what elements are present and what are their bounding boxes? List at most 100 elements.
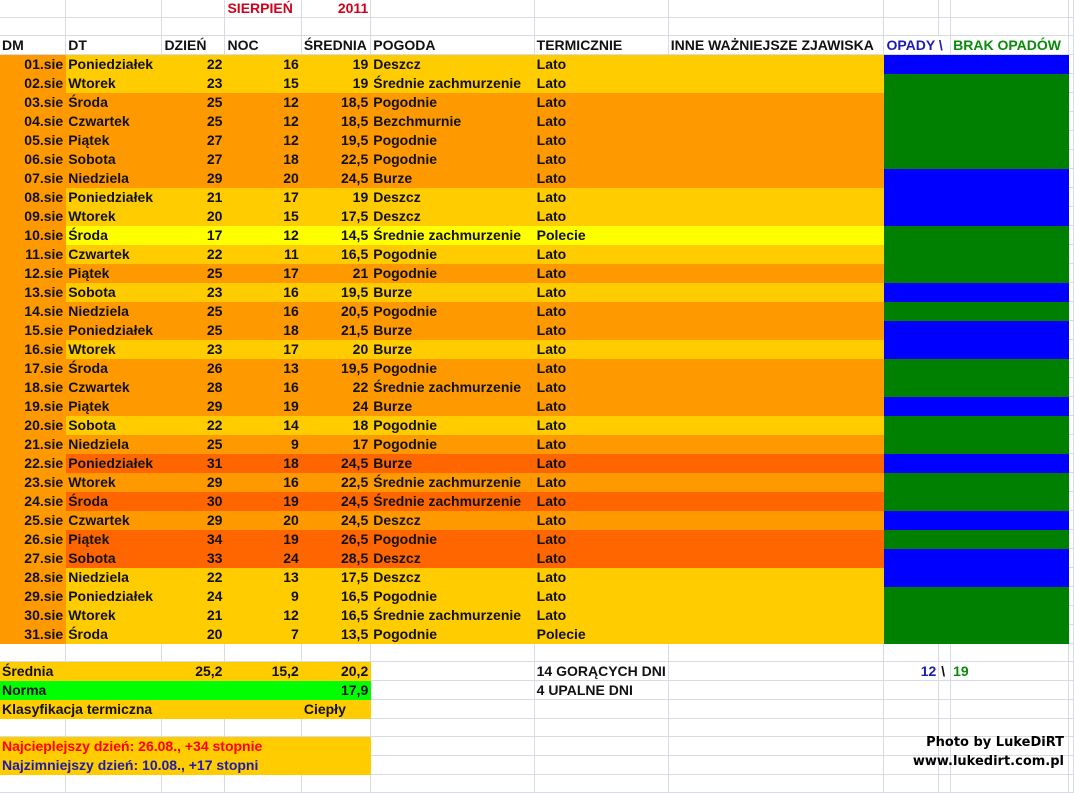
cell-precip[interactable] bbox=[938, 624, 952, 644]
cell-night[interactable]: 11 bbox=[224, 244, 302, 264]
cell-weather[interactable]: Deszcz bbox=[370, 567, 535, 587]
cell-day[interactable]: 29 bbox=[161, 396, 226, 416]
cell-other[interactable] bbox=[668, 339, 885, 359]
heat-days[interactable]: 4 UPALNE DNI bbox=[534, 680, 669, 700]
cell-dm[interactable]: 31.sie bbox=[0, 624, 67, 644]
cell-night[interactable]: 12 bbox=[224, 111, 302, 131]
cell-other[interactable] bbox=[668, 130, 885, 150]
header-thermal[interactable]: TERMICZNIE bbox=[534, 35, 669, 55]
cell-other[interactable] bbox=[668, 415, 885, 435]
cell-night[interactable]: 16 bbox=[224, 301, 302, 321]
cell-dt[interactable]: Czwartek bbox=[65, 111, 163, 131]
cell-precip[interactable] bbox=[938, 111, 952, 131]
cell-other[interactable] bbox=[668, 168, 885, 188]
cell-dm[interactable]: 14.sie bbox=[0, 301, 67, 321]
cell-dt[interactable]: Środa bbox=[65, 358, 163, 378]
cell-day[interactable]: 29 bbox=[161, 168, 226, 188]
cell-weather[interactable]: Bezchmurnie bbox=[370, 111, 535, 131]
cell-night[interactable]: 12 bbox=[224, 605, 302, 625]
cell-dm[interactable]: 07.sie bbox=[0, 168, 67, 188]
cell-other[interactable] bbox=[668, 244, 885, 264]
cell-precip-opady[interactable] bbox=[883, 339, 940, 359]
cell-precip-brak[interactable] bbox=[883, 529, 940, 549]
cell-night[interactable]: 15 bbox=[224, 73, 302, 93]
cell-thermal[interactable]: Lato bbox=[534, 168, 669, 188]
cell-dm[interactable]: 16.sie bbox=[0, 339, 67, 359]
norm-value[interactable]: 17,9 bbox=[301, 680, 372, 700]
cell-thermal[interactable]: Lato bbox=[534, 244, 669, 264]
cell-dt[interactable]: Piątek bbox=[65, 529, 163, 549]
cell-avg[interactable]: 24,5 bbox=[301, 168, 372, 188]
cell-weather[interactable]: Burze bbox=[370, 282, 535, 302]
cell-thermal[interactable]: Lato bbox=[534, 586, 669, 606]
cell-precip[interactable] bbox=[938, 358, 952, 378]
cell-precip[interactable] bbox=[950, 415, 1069, 435]
cell-dt[interactable]: Sobota bbox=[65, 282, 163, 302]
cell-precip[interactable] bbox=[950, 586, 1069, 606]
[interactable] bbox=[65, 661, 163, 681]
cell-precip[interactable] bbox=[938, 168, 952, 188]
cell-avg[interactable]: 24,5 bbox=[301, 510, 372, 530]
cell-thermal[interactable]: Lato bbox=[534, 415, 669, 435]
cell-precip[interactable] bbox=[938, 320, 952, 340]
cell-avg[interactable]: 17 bbox=[301, 434, 372, 454]
cell-day[interactable]: 25 bbox=[161, 320, 226, 340]
cell-other[interactable] bbox=[668, 605, 885, 625]
cell-thermal[interactable]: Lato bbox=[534, 396, 669, 416]
cell-day[interactable]: 23 bbox=[161, 282, 226, 302]
cell-other[interactable] bbox=[668, 358, 885, 378]
cell-weather[interactable]: Deszcz bbox=[370, 206, 535, 226]
cell-precip[interactable] bbox=[938, 339, 952, 359]
cell-precip-brak[interactable] bbox=[883, 301, 940, 321]
cell-night[interactable]: 12 bbox=[224, 225, 302, 245]
cell-dt[interactable]: Wtorek bbox=[65, 472, 163, 492]
cell-other[interactable] bbox=[668, 149, 885, 169]
cell-dt[interactable]: Niedziela bbox=[65, 168, 163, 188]
cell-avg[interactable]: 18 bbox=[301, 415, 372, 435]
cell-dm[interactable]: 24.sie bbox=[0, 491, 67, 511]
cell-weather[interactable]: Deszcz bbox=[370, 54, 535, 74]
cell-dm[interactable]: 10.sie bbox=[0, 225, 67, 245]
cell-weather[interactable]: Pogodnie bbox=[370, 244, 535, 264]
cell-other[interactable] bbox=[668, 263, 885, 283]
cell-thermal[interactable]: Lato bbox=[534, 510, 669, 530]
cell-thermal[interactable]: Polecie bbox=[534, 624, 669, 644]
cell-precip-brak[interactable] bbox=[883, 244, 940, 264]
cell-weather[interactable]: Burze bbox=[370, 339, 535, 359]
cell-dm[interactable]: 12.sie bbox=[0, 263, 67, 283]
cell-dm[interactable]: 13.sie bbox=[0, 282, 67, 302]
cell-precip[interactable] bbox=[950, 605, 1069, 625]
cell-precip[interactable] bbox=[950, 529, 1069, 549]
cell-precip[interactable] bbox=[950, 244, 1069, 264]
cell-day[interactable]: 25 bbox=[161, 434, 226, 454]
cell-night[interactable]: 16 bbox=[224, 472, 302, 492]
cell-day[interactable]: 21 bbox=[161, 605, 226, 625]
cell-precip-opady[interactable] bbox=[883, 567, 940, 587]
hot-days[interactable]: 14 GORĄCYCH DNI bbox=[534, 661, 669, 681]
cell-day[interactable]: 28 bbox=[161, 377, 226, 397]
cell-avg[interactable]: 24,5 bbox=[301, 491, 372, 511]
cell-precip[interactable] bbox=[938, 377, 952, 397]
cell-precip[interactable] bbox=[938, 529, 952, 549]
cell-precip-opady[interactable] bbox=[883, 187, 940, 207]
cell-precip-brak[interactable] bbox=[883, 111, 940, 131]
cell-night[interactable]: 13 bbox=[224, 567, 302, 587]
cell-other[interactable] bbox=[668, 73, 885, 93]
cell-other[interactable] bbox=[668, 586, 885, 606]
cell-dt[interactable]: Środa bbox=[65, 491, 163, 511]
cell-night[interactable]: 18 bbox=[224, 149, 302, 169]
cell-precip[interactable] bbox=[950, 282, 1069, 302]
cell-precip-opady[interactable] bbox=[883, 320, 940, 340]
cell-dt[interactable]: Poniedziałek bbox=[65, 586, 163, 606]
cell-precip-brak[interactable] bbox=[883, 624, 940, 644]
cell-avg[interactable]: 20 bbox=[301, 339, 372, 359]
cell-weather[interactable]: Pogodnie bbox=[370, 149, 535, 169]
cell-thermal[interactable]: Lato bbox=[534, 206, 669, 226]
cell-dm[interactable]: 05.sie bbox=[0, 130, 67, 150]
avg-day[interactable]: 25,2 bbox=[161, 661, 226, 681]
cell-weather[interactable]: Pogodnie bbox=[370, 301, 535, 321]
cell-day[interactable]: 21 bbox=[161, 187, 226, 207]
cell-night[interactable]: 18 bbox=[224, 320, 302, 340]
cell-night[interactable]: 12 bbox=[224, 92, 302, 112]
cell-precip[interactable] bbox=[938, 282, 952, 302]
